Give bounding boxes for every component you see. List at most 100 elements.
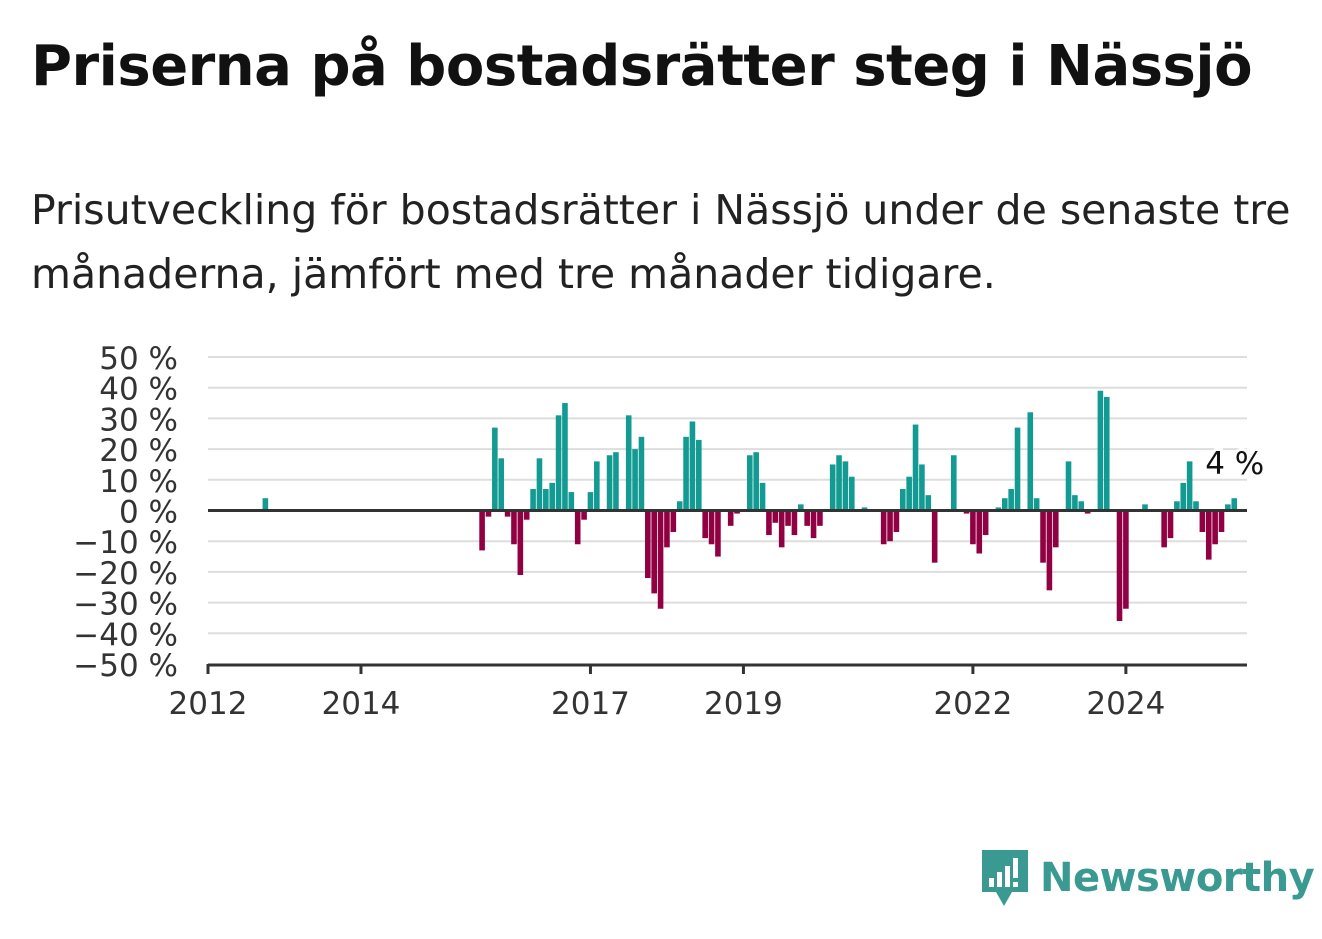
bar (638, 436, 645, 511)
grid-lines (208, 356, 1247, 635)
bar (1225, 504, 1231, 511)
bar (747, 455, 753, 511)
bar (523, 510, 530, 520)
bar (970, 510, 976, 545)
bar (676, 501, 683, 511)
bar (829, 464, 836, 511)
y-tick-label: −10 % (73, 525, 178, 561)
bar (562, 403, 568, 511)
bar (734, 510, 740, 514)
bar (1014, 427, 1021, 511)
bar (485, 510, 492, 517)
bar (1052, 510, 1059, 548)
axes (208, 509, 1247, 667)
bar (861, 507, 868, 511)
annotations: 4 % (1202, 443, 1267, 485)
bar (995, 507, 1002, 511)
bar (1065, 461, 1072, 511)
bar (702, 510, 708, 539)
x-tick-label: 2019 (704, 686, 783, 722)
bar (727, 510, 734, 526)
bar (581, 510, 587, 520)
bar (810, 510, 817, 539)
bar (1180, 482, 1187, 511)
y-tick-label: 20 % (99, 433, 178, 469)
bar (772, 510, 779, 523)
x-tick-label: 2024 (1086, 686, 1165, 722)
bar (950, 455, 957, 511)
x-tick-label: 2022 (933, 686, 1012, 722)
bar (664, 510, 670, 548)
bar (963, 510, 970, 514)
brand-name: Newsworthy (1040, 855, 1315, 901)
bar (848, 476, 855, 511)
bar (574, 510, 581, 545)
bar (683, 436, 689, 511)
bar (1033, 498, 1040, 511)
bar (568, 492, 575, 511)
bar (1103, 396, 1110, 511)
bar (1116, 510, 1123, 622)
bar (766, 510, 772, 536)
chart-title: Priserna på bostadsrätter steg i Nässjö (31, 34, 1253, 99)
bar (1097, 390, 1104, 511)
bar-chart: 50 %40 %30 %20 %10 %0 %−10 %−20 %−30 %−4… (73, 341, 1267, 722)
bar (587, 492, 594, 511)
x-tick-label: 2017 (551, 686, 630, 722)
bar (1123, 510, 1129, 609)
bar (549, 482, 556, 511)
bar (645, 510, 651, 579)
bar (1161, 510, 1167, 548)
y-tick-label: 0 % (119, 495, 178, 531)
bar (906, 476, 912, 511)
x-axis-ticks: 2012 2014 2017 2019 2022 2024 (169, 664, 1165, 722)
bar (778, 510, 785, 548)
bar (498, 458, 505, 511)
bar (594, 461, 600, 511)
bar (1084, 510, 1091, 514)
bar (887, 510, 893, 542)
bar (1078, 501, 1085, 511)
bar (1218, 510, 1225, 532)
bar (982, 510, 989, 536)
bars (262, 390, 1238, 622)
bar (517, 510, 524, 575)
newsworthy-logo: Newsworthy (980, 848, 1315, 908)
bar (1167, 510, 1174, 539)
bar (632, 449, 638, 511)
bar (976, 510, 983, 554)
y-tick-label: 30 % (99, 402, 178, 438)
bar (912, 424, 919, 511)
y-tick-label: 50 % (99, 341, 178, 377)
bar (1001, 498, 1008, 511)
y-tick-label: 10 % (99, 464, 178, 500)
bar (842, 461, 849, 511)
bar (657, 510, 664, 609)
y-tick-label: −30 % (73, 587, 178, 623)
bar (715, 510, 721, 557)
y-tick-label: −20 % (73, 556, 178, 592)
bar (1027, 412, 1034, 511)
newsworthy-logo-icon (982, 850, 1028, 906)
bar (504, 510, 511, 517)
bar (708, 510, 715, 545)
y-tick-label: 40 % (99, 372, 178, 408)
bar (759, 482, 766, 511)
bar (753, 452, 759, 511)
bar (1212, 510, 1218, 545)
bar (1205, 510, 1212, 560)
x-tick-label: 2012 (169, 686, 248, 722)
bar (511, 510, 517, 545)
bar (530, 489, 536, 511)
bar (1186, 461, 1193, 511)
bar (785, 510, 791, 526)
bar (1142, 504, 1148, 511)
bar (791, 510, 798, 536)
bar (1072, 495, 1078, 511)
bar (1008, 489, 1014, 511)
bar (1231, 498, 1238, 511)
bar (893, 510, 900, 532)
bar (479, 510, 485, 551)
bar (1046, 510, 1053, 591)
bar (804, 510, 810, 526)
